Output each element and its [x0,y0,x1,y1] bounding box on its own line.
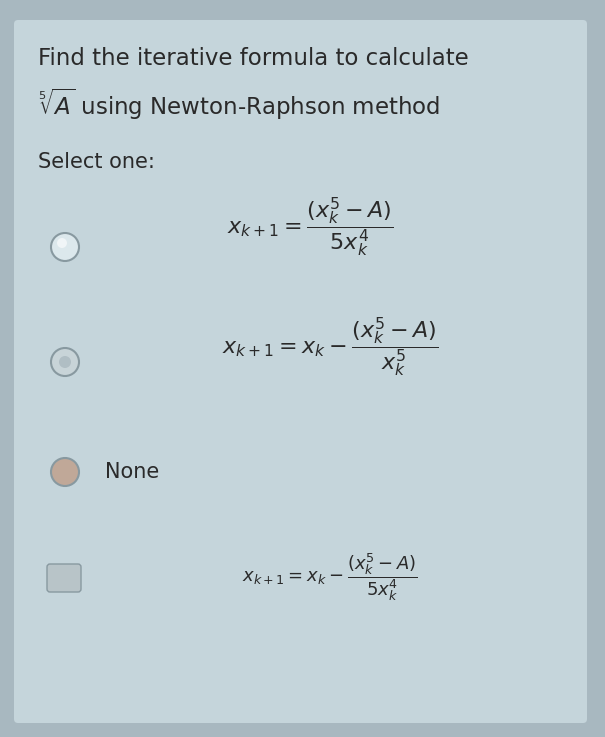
Text: Find the iterative formula to calculate: Find the iterative formula to calculate [38,47,469,70]
Text: $x_{k+1} = x_k - \dfrac{(x_k^5-A)}{x_k^5}$: $x_{k+1} = x_k - \dfrac{(x_k^5-A)}{x_k^5… [222,315,438,379]
Text: $x_{k+1} = x_k - \dfrac{(x_k^5-A)}{5x_k^4}$: $x_{k+1} = x_k - \dfrac{(x_k^5-A)}{5x_k^… [242,551,417,603]
Circle shape [57,238,67,248]
Circle shape [59,356,71,368]
Circle shape [51,458,79,486]
Text: $\sqrt[5]{A}$ using Newton-Raphson method: $\sqrt[5]{A}$ using Newton-Raphson metho… [38,87,440,122]
FancyBboxPatch shape [47,564,81,592]
Text: $x_{k+1} = \dfrac{(x_k^5-A)}{5x_k^4}$: $x_{k+1} = \dfrac{(x_k^5-A)}{5x_k^4}$ [227,195,393,259]
FancyBboxPatch shape [14,20,587,723]
Text: Select one:: Select one: [38,152,155,172]
Circle shape [51,348,79,376]
Circle shape [51,233,79,261]
Text: None: None [105,462,159,482]
